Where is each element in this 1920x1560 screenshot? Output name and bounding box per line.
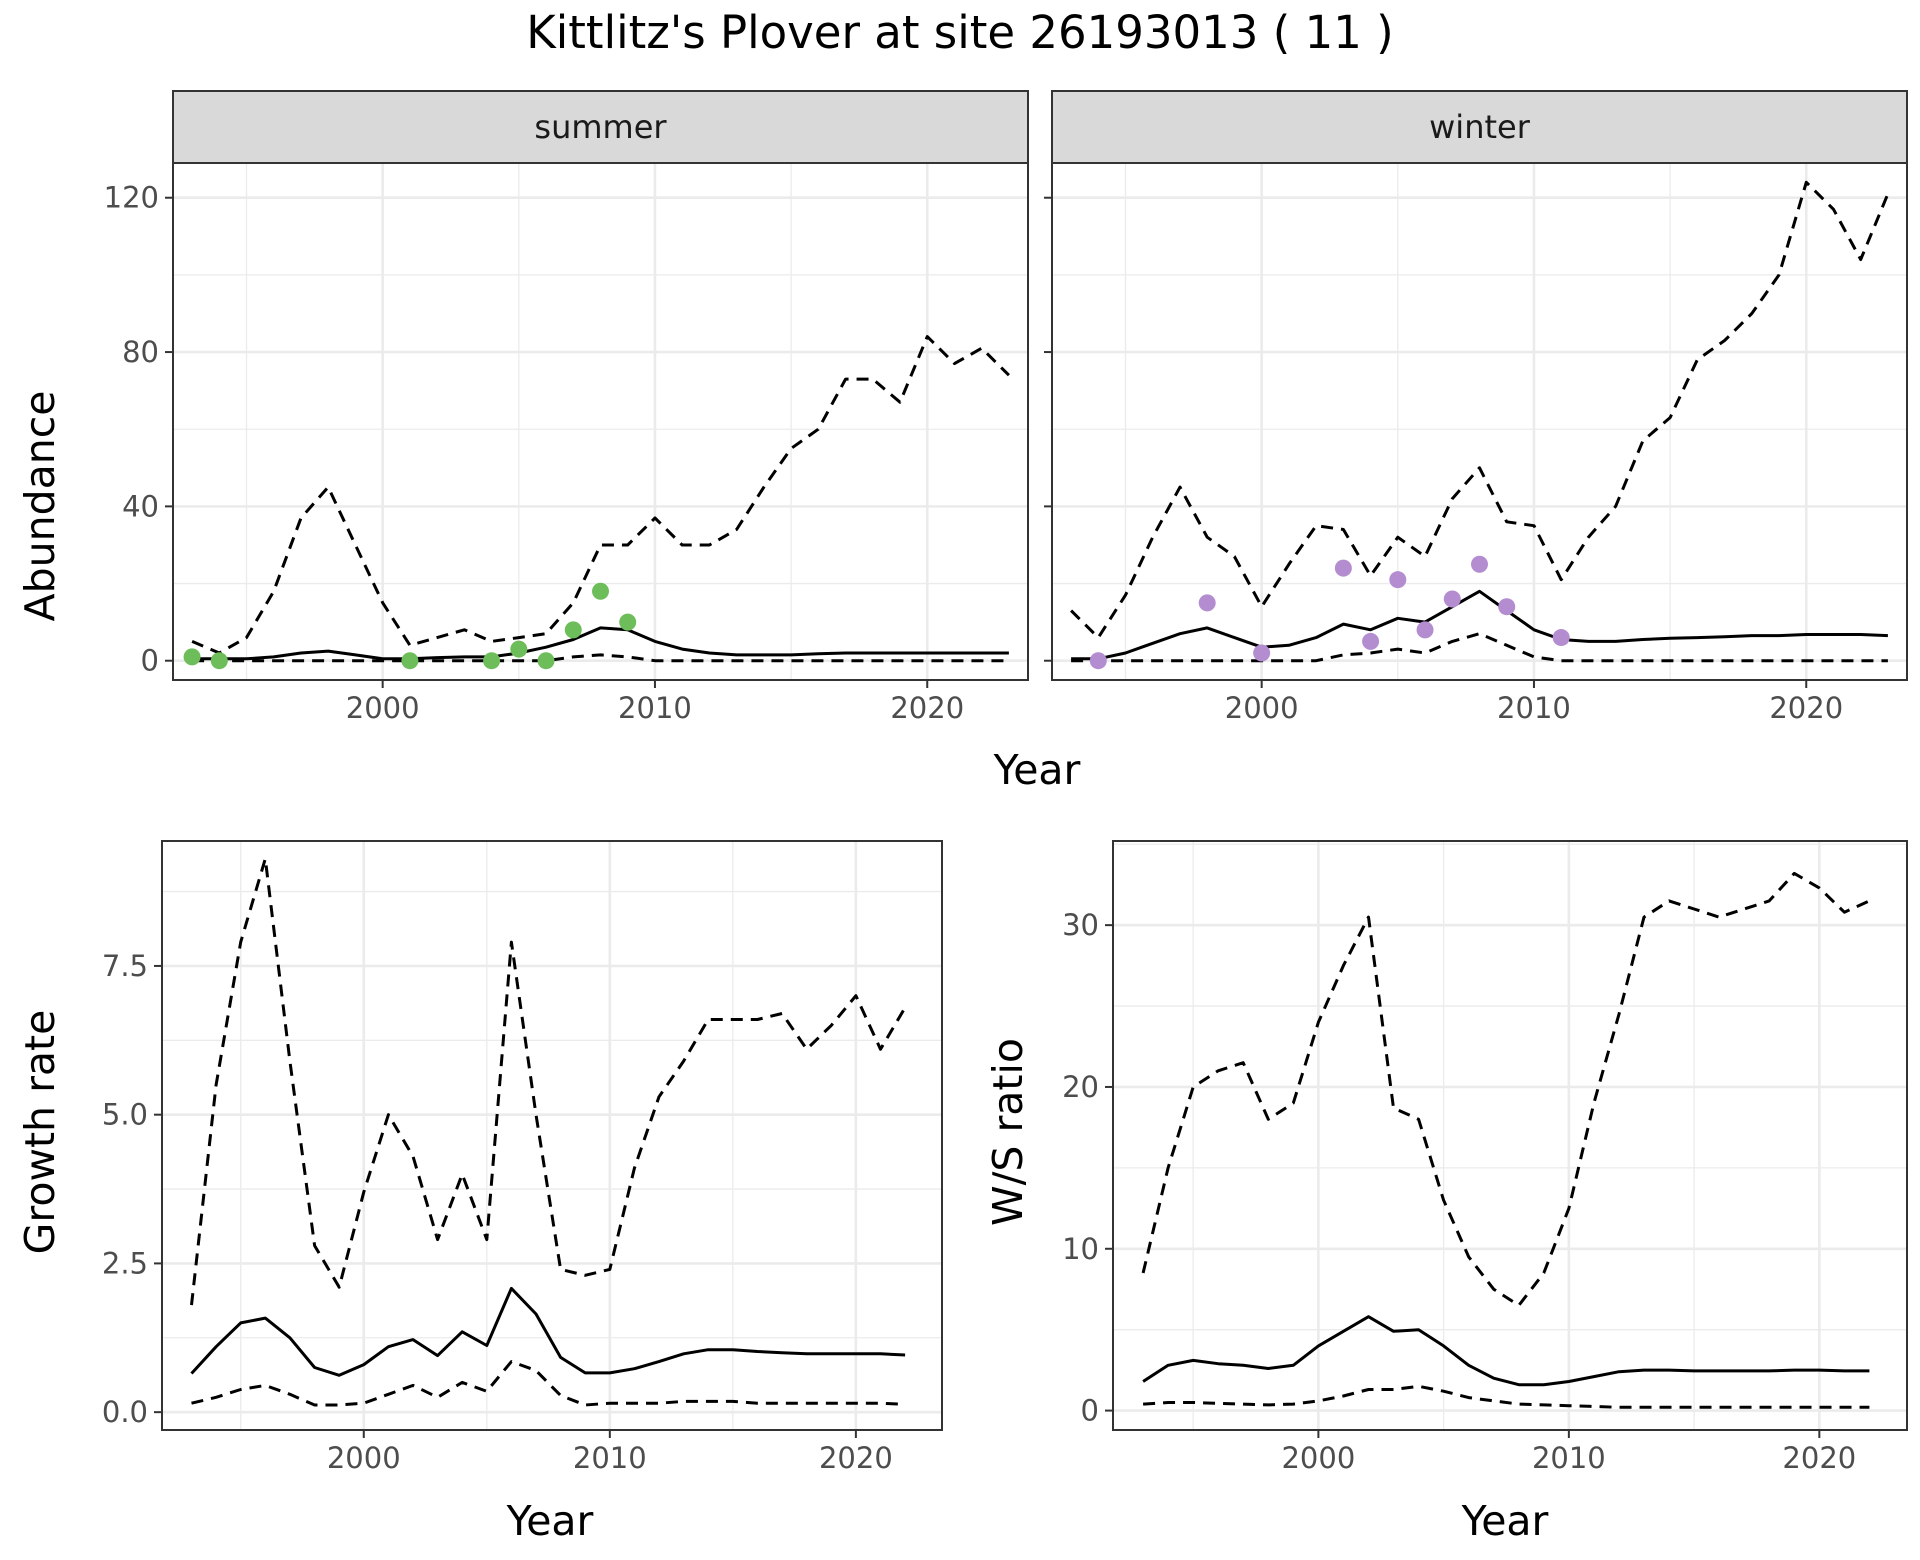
x-tick-label: 2010 [1497,691,1571,725]
facet-strip-label: summer [534,108,667,146]
y-tick-label: 0 [141,644,159,678]
x-tick-label: 2010 [618,691,692,725]
ratio-x-axis-title: Year [1461,1497,1549,1545]
series-line-estimate [192,626,1009,661]
y-tick-label: 40 [122,489,159,523]
y-tick-label: 80 [122,335,159,369]
y-tick-label: 120 [104,181,159,215]
x-tick-label: 2020 [890,691,964,725]
observed-point [1198,594,1216,612]
series-line-estimate [190,1286,906,1377]
top-x-axis-title: Year [993,746,1081,794]
series-line-upper [190,857,907,1306]
panel-growth: 2000 2010 2020 0.0 2.5 5.0 7.5 [102,840,943,1475]
chart-title: Kittlitz's Plover at site 26193013 ( 11 … [526,6,1393,59]
series-line-lower [192,653,1009,663]
abundance-y-axis-title: Abundance [16,391,64,622]
series-line-estimate [1142,1315,1870,1387]
observed-point [564,621,582,639]
x-tick-label: 2000 [327,1441,401,1475]
observed-point [1089,652,1107,670]
y-tick-label: 10 [1062,1232,1099,1266]
observed-point [619,613,637,631]
y-tick-label: 0.0 [102,1395,148,1429]
y-tick-label: 5.0 [102,1098,148,1132]
ratio-y-axis-title: W/S ratio [984,1038,1032,1226]
series-line-estimate [1071,589,1888,661]
observed-point [1416,621,1434,639]
y-tick-label: 30 [1062,908,1099,942]
y-tick-label: 2.5 [102,1246,148,1280]
facet-strip [1051,90,1908,164]
observed-point [592,582,609,600]
observed-point [183,648,201,666]
observed-point [483,652,501,670]
facet-strip-label: winter [1429,108,1531,146]
series-line-upper [191,335,1010,655]
x-tick-label: 2000 [346,691,420,725]
panel-border [1051,162,1908,681]
observed-point [1498,598,1516,616]
observed-point [1389,571,1407,589]
observed-point [1334,559,1352,577]
series-line-upper [1141,871,1871,1307]
observed-point [537,652,555,670]
panel-winter: winter 2000 2010 2020 [1044,90,1908,725]
observed-point [1471,555,1488,573]
observed-point [210,652,228,670]
x-tick-label: 2010 [573,1441,647,1475]
y-tick-label: 20 [1062,1070,1099,1104]
panel-border [172,162,1029,681]
x-tick-label: 2020 [819,1441,893,1475]
series-line-lower [191,1360,906,1407]
series-line-upper [1070,180,1890,640]
panel-border [161,840,943,1431]
observed-point [510,640,528,658]
panel-summer: summer 2000 2010 2020 0 40 80 120 [104,90,1029,725]
observed-point [1253,644,1271,662]
series-line-lower [1143,1384,1870,1409]
observed-point [401,652,419,670]
x-tick-label: 2010 [1532,1441,1606,1475]
growth-y-axis-title: Growth rate [16,1010,64,1255]
panel-ratio: 2000 2010 2020 0 10 20 30 [1062,840,1908,1475]
y-tick-label: 7.5 [102,949,148,983]
facet-strip [172,90,1029,164]
x-tick-label: 2000 [1225,691,1299,725]
observed-point [1443,590,1461,608]
y-tick-label: 0 [1081,1394,1099,1428]
observed-point [1362,632,1380,650]
x-tick-label: 2000 [1281,1441,1355,1475]
x-tick-label: 2020 [1782,1441,1856,1475]
panel-border [1112,840,1908,1431]
x-tick-label: 2020 [1769,691,1843,725]
growth-x-axis-title: Year [506,1497,594,1545]
observed-point [1552,629,1570,647]
series-line-lower [1071,632,1888,663]
